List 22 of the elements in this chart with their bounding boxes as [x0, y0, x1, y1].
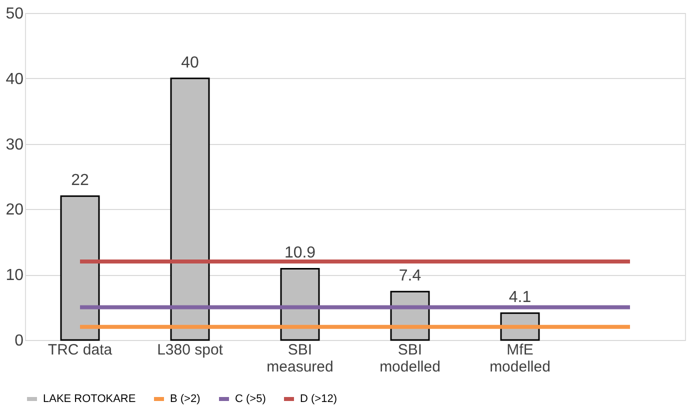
- bar: [170, 78, 210, 341]
- data-label: 10.9: [284, 244, 316, 262]
- y-tick-label: 0: [14, 332, 24, 350]
- legend-label: B (>2): [170, 393, 200, 405]
- y-tick-label: 50: [6, 6, 24, 22]
- x-tick-label: L380 spot: [157, 342, 224, 358]
- x-tick-label: SBI modelled: [380, 342, 440, 376]
- legend-label: D (>12): [300, 393, 337, 405]
- data-label: 7.4: [398, 268, 422, 285]
- x-tick-label: SBI measured: [266, 342, 334, 376]
- data-label: 22: [71, 172, 89, 190]
- legend-label: C (>5): [235, 393, 266, 405]
- y-tick-label: 20: [6, 202, 24, 219]
- y-tick-label: 40: [6, 70, 24, 88]
- x-tick-label: MfE modelled: [490, 342, 550, 376]
- data-label: 4.1: [508, 289, 532, 306]
- bar: [60, 195, 100, 341]
- legend-label: LAKE ROTOKARE: [43, 393, 136, 405]
- x-tick-label: TRC data: [48, 342, 113, 358]
- y-tick-label: 10: [6, 267, 24, 284]
- data-label: 40: [181, 54, 199, 72]
- y-tick-label: 30: [6, 136, 24, 154]
